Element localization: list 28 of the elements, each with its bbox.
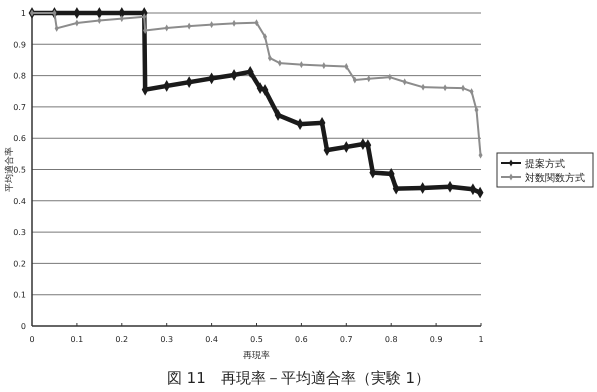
legend-label: 提案方式 — [525, 158, 565, 170]
y-tick-label: 0.6 — [13, 134, 26, 144]
x-axis-title: 再現率 — [243, 350, 270, 361]
x-tick-label: 0.3 — [160, 335, 174, 344]
x-tick-label: 0 — [29, 335, 35, 344]
y-tick-label: 0.9 — [13, 40, 26, 50]
x-tick-label: 0.1 — [70, 335, 84, 344]
x-tick-label: 0.7 — [340, 335, 353, 344]
x-tick-label: 0.9 — [430, 335, 442, 344]
y-tick-label: 0.3 — [13, 228, 26, 238]
legend-label: 対数関数方式 — [525, 172, 585, 184]
x-tick-label: 0.6 — [295, 335, 308, 344]
y-tick-label: 0.8 — [13, 72, 26, 81]
y-tick-label: 0.7 — [13, 102, 26, 112]
y-tick-label: 0.2 — [13, 259, 26, 268]
x-tick-label: 0.5 — [250, 335, 263, 344]
y-tick-label: 0.5 — [13, 166, 26, 174]
x-tick-label: 0.2 — [115, 335, 128, 344]
y-tick-label: 1 — [20, 9, 26, 18]
y-tick-label: 0 — [20, 322, 26, 331]
text: 図 11 再現率－平均適合率（実験 1） — [166, 369, 430, 387]
point — [30, 10, 34, 16]
x-tick-label: 0.8 — [384, 335, 398, 344]
x-tick-label: 0.4 — [205, 335, 218, 344]
y-axis-title: 平均適合率 — [4, 147, 15, 192]
y-tick-label: 0.4 — [13, 196, 26, 206]
x-tick-label: 1 — [478, 335, 484, 344]
y-tick-label: 0.1 — [13, 290, 26, 300]
